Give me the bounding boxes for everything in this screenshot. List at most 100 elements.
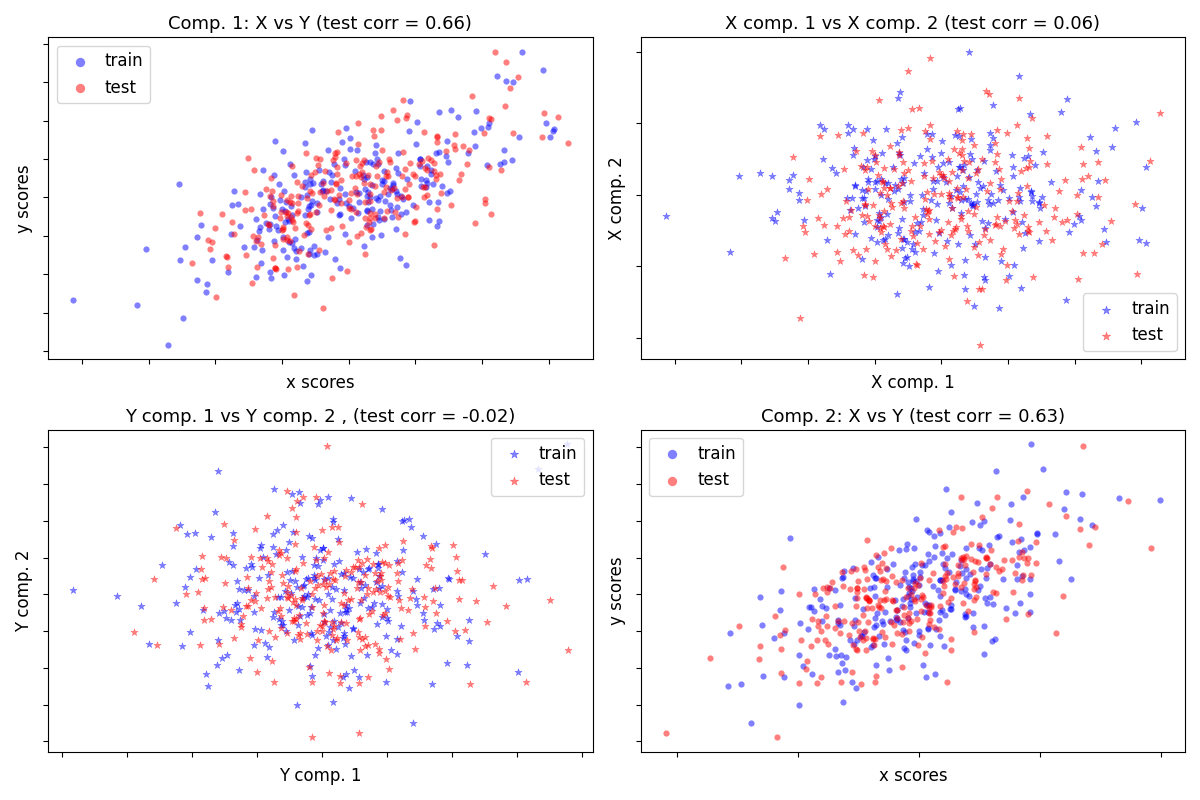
test xyxy=(828,614,847,627)
train xyxy=(937,234,956,247)
test xyxy=(198,234,217,246)
test xyxy=(257,510,276,522)
train xyxy=(280,215,299,228)
test xyxy=(359,169,378,182)
train xyxy=(875,233,894,246)
train xyxy=(170,254,190,266)
train xyxy=(1019,150,1038,162)
train xyxy=(1061,573,1080,586)
test xyxy=(326,634,346,646)
test xyxy=(875,221,894,234)
train xyxy=(834,570,853,583)
test xyxy=(347,154,366,166)
test xyxy=(858,210,877,222)
train xyxy=(932,573,952,586)
test xyxy=(337,157,356,170)
train xyxy=(1001,498,1020,510)
train xyxy=(203,253,222,266)
test xyxy=(947,521,966,534)
test xyxy=(352,226,371,239)
test xyxy=(276,206,295,219)
test xyxy=(251,602,270,614)
train xyxy=(866,572,886,585)
train xyxy=(962,515,982,528)
test xyxy=(318,185,337,198)
test xyxy=(798,194,817,206)
train xyxy=(359,185,378,198)
test xyxy=(323,271,342,284)
test xyxy=(972,282,991,295)
train xyxy=(390,252,409,265)
train xyxy=(1086,145,1105,158)
train xyxy=(826,642,845,655)
test xyxy=(352,157,371,170)
test xyxy=(254,209,274,222)
train xyxy=(197,278,216,290)
train xyxy=(408,573,427,586)
train xyxy=(980,139,1000,152)
test xyxy=(882,638,901,650)
train xyxy=(305,572,324,585)
test xyxy=(316,615,335,628)
test xyxy=(445,624,464,637)
train xyxy=(330,192,349,205)
train xyxy=(955,610,974,623)
test xyxy=(1085,520,1104,533)
test xyxy=(389,557,408,570)
train xyxy=(914,166,934,179)
train xyxy=(180,570,199,583)
train xyxy=(910,629,929,642)
test xyxy=(876,238,895,250)
train xyxy=(972,544,991,557)
train xyxy=(286,245,305,258)
train xyxy=(954,158,973,171)
test xyxy=(1013,545,1032,558)
train xyxy=(929,264,948,277)
train xyxy=(1014,543,1033,556)
train xyxy=(924,530,943,542)
test xyxy=(1021,569,1040,582)
Legend: train, test: train, test xyxy=(56,46,150,103)
train xyxy=(896,634,916,646)
test xyxy=(306,206,325,218)
test xyxy=(395,227,414,240)
train xyxy=(302,269,322,282)
train xyxy=(931,146,950,159)
test xyxy=(278,592,298,605)
test xyxy=(859,594,878,606)
train xyxy=(898,590,917,602)
test xyxy=(288,494,307,507)
train xyxy=(366,192,385,205)
test xyxy=(313,302,332,314)
test xyxy=(1016,162,1036,174)
test xyxy=(262,171,281,184)
train xyxy=(349,562,368,575)
test xyxy=(920,614,940,626)
test xyxy=(328,126,347,139)
train xyxy=(869,551,888,564)
train xyxy=(325,158,344,170)
train xyxy=(300,177,319,190)
train xyxy=(774,670,793,683)
train xyxy=(1033,190,1052,203)
train xyxy=(253,163,272,176)
test xyxy=(1030,215,1049,228)
train xyxy=(336,602,355,615)
train xyxy=(970,542,989,554)
train xyxy=(202,530,221,543)
test xyxy=(460,678,479,691)
train xyxy=(217,649,236,662)
train xyxy=(910,625,929,638)
train xyxy=(1008,572,1027,585)
train xyxy=(853,630,872,643)
train xyxy=(324,615,343,628)
test xyxy=(1141,542,1160,554)
test xyxy=(859,594,878,606)
train xyxy=(305,249,324,262)
train xyxy=(288,580,307,593)
train xyxy=(868,606,887,619)
train xyxy=(1021,438,1040,451)
train xyxy=(310,164,329,177)
train xyxy=(383,182,402,195)
train xyxy=(962,606,982,619)
